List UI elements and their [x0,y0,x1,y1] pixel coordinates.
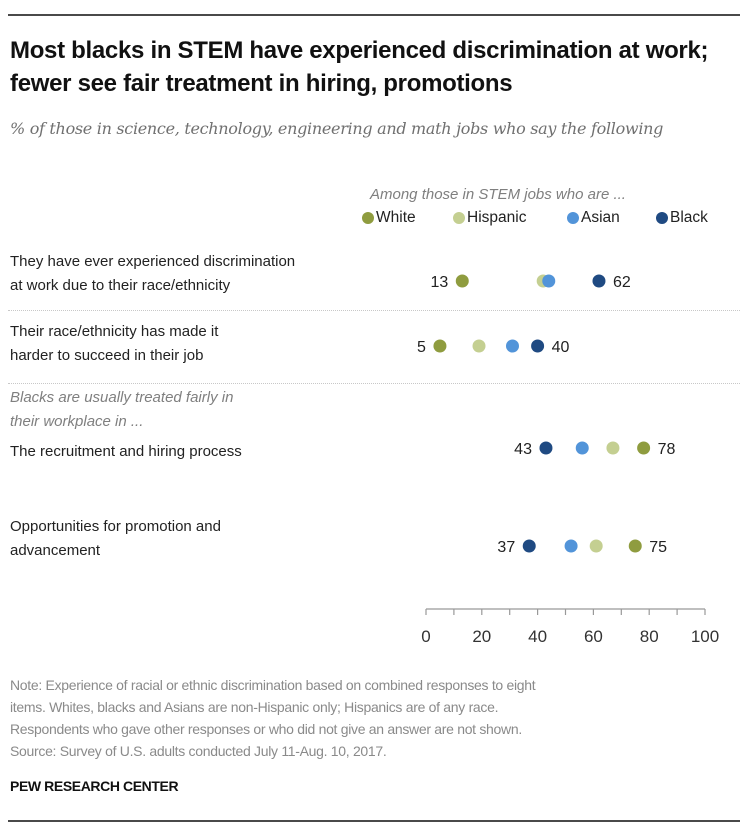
legend-item-asian: Asian [567,209,620,227]
row-label-1-line2: at work due to their race/ethnicity [10,277,231,294]
row-label-1-line1: They have ever experienced discriminatio… [10,253,296,270]
data-label-high-row-1: 62 [613,274,631,291]
dot-black-row-3 [539,441,553,455]
legend-item-black: Black [656,209,708,227]
note-line-4: Source: Survey of U.S. adults conducted … [10,743,387,759]
dot-white-row-4 [628,539,642,553]
dot-hispanic-row-2 [472,339,486,353]
legend-item-hispanic: Hispanic [453,209,526,227]
group-label: Blacks are usually treated fairly in the… [10,386,233,434]
data-label-low-row-2: 5 [417,339,426,356]
bottom-rule [8,820,740,822]
dot-white-row-3 [637,441,651,455]
note-line-2: items. Whites, blacks and Asians are non… [10,699,499,715]
row-label-4-line2: advancement [10,542,101,559]
data-label-high-row-2: 40 [552,339,570,356]
dot-asian-row-1 [542,274,556,288]
data-label-low-row-1: 13 [430,274,448,291]
data-label-low-row-3: 43 [514,441,532,458]
dot-black-row-1 [592,274,606,288]
legend-item-white: White [362,209,416,227]
legend-swatch-white [362,212,374,224]
row-label-3-line1: The recruitment and hiring process [10,443,242,460]
chart-subtitle: % of those in science, technology, engin… [10,119,664,138]
legend-label-asian: Asian [581,209,620,226]
row-label-3: The recruitment and hiring process [10,440,242,464]
row-label-1: They have ever experienced discriminatio… [10,250,295,298]
legend-swatch-black [656,212,668,224]
group-separator [8,383,740,384]
x-tick-label: 100 [691,627,719,646]
brand-logo-text: PEW RESEARCH CENTER [10,778,179,794]
x-tick-label: 80 [640,627,659,646]
legend-label-white: White [376,209,416,226]
note-line-3: Respondents who gave other responses or … [10,721,522,737]
legend-title: Among those in STEM jobs who are ... [370,186,626,203]
row-label-2-line1: Their race/ethnicity has made it [10,323,219,340]
row-separator [8,310,740,311]
data-label-high-row-4: 75 [649,539,667,556]
legend-label-black: Black [670,209,708,226]
group-label-line2: their workplace in ... [10,413,144,430]
top-rule [8,14,740,16]
group-label-line1: Blacks are usually treated fairly in [10,389,234,406]
dot-asian-row-2 [505,339,519,353]
legend-label-hispanic: Hispanic [467,209,527,226]
x-tick-label: 40 [528,627,547,646]
row-label-2-line2: harder to succeed in their job [10,347,204,364]
dot-black-row-4 [522,539,536,553]
row-label-4: Opportunities for promotion and advancem… [10,515,221,563]
x-tick-label: 20 [472,627,491,646]
x-tick-label: 0 [421,627,430,646]
dot-white-row-1 [455,274,469,288]
dot-white-row-2 [433,339,447,353]
data-label-high-row-3: 78 [658,441,676,458]
x-tick-label: 60 [584,627,603,646]
dot-hispanic-row-4 [589,539,603,553]
chart-title: Most blacks in STEM have experienced dis… [10,37,709,97]
note-line-1: Note: Experience of racial or ethnic dis… [10,677,536,693]
legend-swatch-asian [567,212,579,224]
row-label-2: Their race/ethnicity has made it harder … [10,320,218,368]
dot-black-row-2 [531,339,545,353]
data-label-low-row-4: 37 [497,539,515,556]
chart-note: Note: Experience of racial or ethnic dis… [10,674,740,762]
dot-hispanic-row-3 [606,441,620,455]
row-label-4-line1: Opportunities for promotion and [10,518,221,535]
dot-asian-row-3 [575,441,589,455]
dot-asian-row-4 [564,539,578,553]
legend-swatch-hispanic [453,212,465,224]
